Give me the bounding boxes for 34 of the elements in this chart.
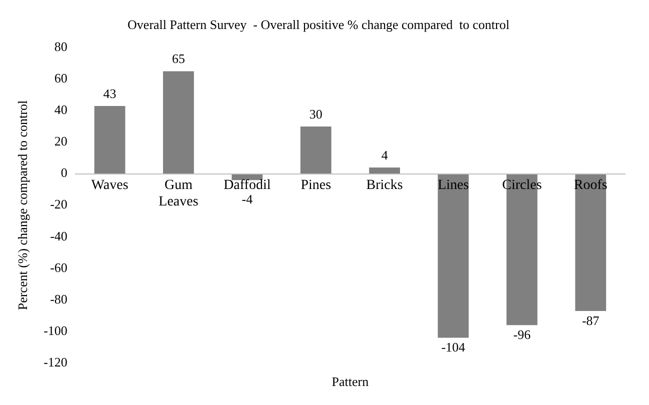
y-tick-label: 40 — [54, 102, 68, 118]
data-label: 4 — [381, 147, 388, 162]
y-tick-label: -80 — [50, 291, 68, 306]
bar — [369, 167, 400, 174]
data-label: -4 — [242, 192, 254, 207]
bar — [438, 174, 469, 338]
x-tick-label: Gum Leaves — [158, 178, 198, 210]
x-axis-title: Pattern — [332, 374, 370, 389]
x-tick-label: Pines — [300, 178, 332, 193]
x-tick-label: Lines — [438, 178, 469, 193]
x-tick-label: Daffodil — [224, 178, 271, 193]
x-tick-label: Bricks — [366, 178, 403, 193]
data-label: 65 — [172, 51, 185, 66]
y-axis-title: Percent (%) change compared to control — [15, 100, 30, 310]
y-tick-label: -20 — [50, 196, 68, 212]
y-tick-label: 80 — [54, 39, 68, 54]
y-tick-label: 60 — [54, 70, 68, 86]
y-tick-label: 20 — [54, 134, 68, 149]
bar — [575, 174, 606, 311]
bar — [300, 126, 332, 174]
data-label: -104 — [441, 340, 466, 355]
data-label: 30 — [309, 106, 322, 122]
y-tick-label: -40 — [50, 228, 68, 244]
bar — [94, 106, 126, 174]
data-label: -96 — [513, 327, 532, 342]
data-label: -87 — [582, 312, 600, 328]
y-tick-label: -60 — [50, 260, 68, 275]
x-tick-label: Waves — [91, 178, 128, 193]
y-tick-label: 0 — [60, 165, 68, 180]
bar — [163, 71, 194, 174]
y-tick-label: -100 — [44, 322, 68, 338]
y-tick-label: -120 — [44, 354, 68, 370]
chart-title: Overall Pattern Survey - Overall positive % change compared to control — [128, 17, 510, 32]
data-label: 43 — [103, 86, 116, 101]
